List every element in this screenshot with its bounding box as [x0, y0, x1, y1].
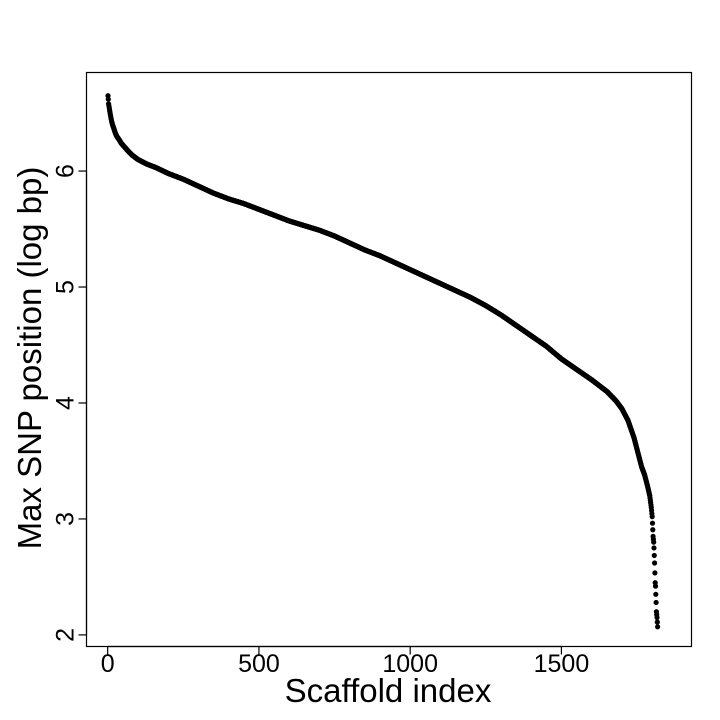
data-point — [651, 560, 658, 566]
x-axis-title: Scaffold index — [285, 672, 492, 709]
data-point — [651, 552, 657, 559]
x-axis: 0 500 1000 1500 — [101, 645, 590, 678]
data-point — [653, 591, 659, 597]
y-tick-label: 2 — [52, 628, 80, 642]
data-point — [652, 583, 659, 589]
x-tick-label: 500 — [238, 650, 280, 678]
data-point — [652, 570, 658, 576]
y-tick-label: 6 — [52, 164, 80, 178]
y-axis-title: Max SNP position (log bp) — [11, 167, 48, 550]
y-tick-label: 3 — [52, 512, 80, 526]
data-point — [653, 599, 659, 606]
y-axis: 2 3 4 5 6 — [52, 164, 88, 642]
x-tick-label: 1000 — [382, 650, 438, 678]
data-point — [649, 514, 655, 520]
data-points — [105, 93, 661, 630]
data-point — [654, 619, 660, 625]
y-tick-label: 5 — [52, 280, 80, 294]
plot-area-frame — [85, 71, 693, 648]
data-point — [654, 614, 660, 621]
x-tick-label: 1500 — [534, 650, 590, 678]
x-tick-label: 0 — [101, 650, 115, 678]
data-point — [651, 539, 657, 545]
data-point — [105, 96, 111, 102]
data-point — [650, 527, 656, 533]
data-point — [655, 624, 661, 630]
data-point — [649, 520, 656, 526]
data-point — [651, 545, 657, 551]
y-tick-label: 4 — [52, 396, 80, 410]
